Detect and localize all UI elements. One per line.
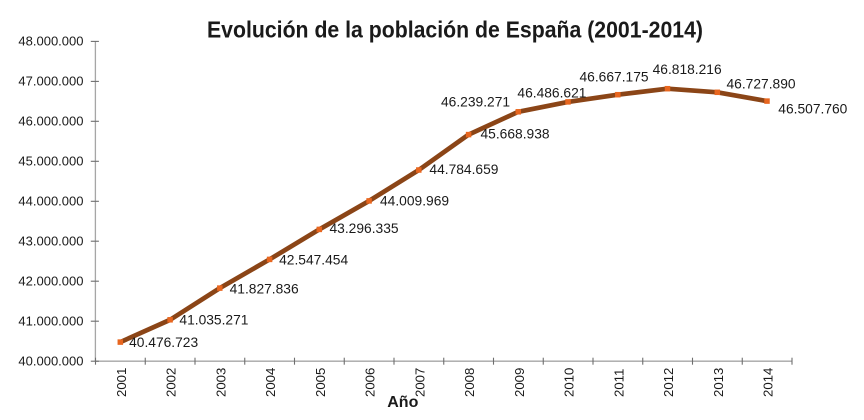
svg-text:45.000.000: 45.000.000 — [18, 154, 83, 169]
svg-text:46.000.000: 46.000.000 — [18, 114, 83, 129]
svg-text:46.486.621: 46.486.621 — [517, 86, 586, 101]
svg-text:46.239.271: 46.239.271 — [441, 95, 510, 110]
svg-text:47.000.000: 47.000.000 — [18, 74, 83, 89]
svg-text:44.000.000: 44.000.000 — [18, 194, 83, 209]
svg-text:2002: 2002 — [164, 368, 179, 397]
svg-text:2010: 2010 — [562, 368, 577, 397]
svg-text:2009: 2009 — [512, 368, 527, 397]
svg-text:41.827.836: 41.827.836 — [230, 281, 299, 296]
svg-text:43.000.000: 43.000.000 — [18, 233, 83, 248]
svg-text:48.000.000: 48.000.000 — [18, 34, 83, 49]
svg-text:45.668.938: 45.668.938 — [481, 126, 550, 141]
svg-text:2005: 2005 — [313, 368, 328, 397]
svg-text:2012: 2012 — [661, 368, 676, 397]
svg-text:2004: 2004 — [263, 368, 278, 397]
svg-text:2007: 2007 — [412, 368, 427, 397]
svg-text:2003: 2003 — [213, 368, 228, 397]
svg-text:Año: Año — [387, 394, 418, 411]
svg-text:2011: 2011 — [611, 369, 626, 397]
svg-text:2001: 2001 — [114, 368, 129, 397]
svg-text:44.784.659: 44.784.659 — [429, 162, 498, 177]
svg-text:40.000.000: 40.000.000 — [18, 353, 83, 368]
svg-text:41.000.000: 41.000.000 — [18, 313, 83, 328]
svg-text:46.727.890: 46.727.890 — [727, 77, 796, 92]
svg-text:42.000.000: 42.000.000 — [18, 273, 83, 288]
svg-text:41.035.271: 41.035.271 — [179, 313, 248, 328]
svg-text:2013: 2013 — [711, 368, 726, 397]
svg-text:2014: 2014 — [761, 368, 776, 397]
svg-text:2006: 2006 — [363, 368, 378, 397]
svg-text:44.009.969: 44.009.969 — [380, 194, 449, 209]
svg-text:2008: 2008 — [462, 368, 477, 397]
svg-text:43.296.335: 43.296.335 — [330, 221, 399, 236]
svg-text:46.507.760: 46.507.760 — [778, 101, 847, 116]
svg-text:Evolución de la población de E: Evolución de la población de España (200… — [207, 16, 703, 42]
svg-text:40.476.723: 40.476.723 — [129, 335, 198, 350]
svg-text:46.667.175: 46.667.175 — [580, 70, 649, 85]
svg-text:46.818.216: 46.818.216 — [653, 62, 722, 77]
svg-text:42.547.454: 42.547.454 — [279, 253, 348, 268]
